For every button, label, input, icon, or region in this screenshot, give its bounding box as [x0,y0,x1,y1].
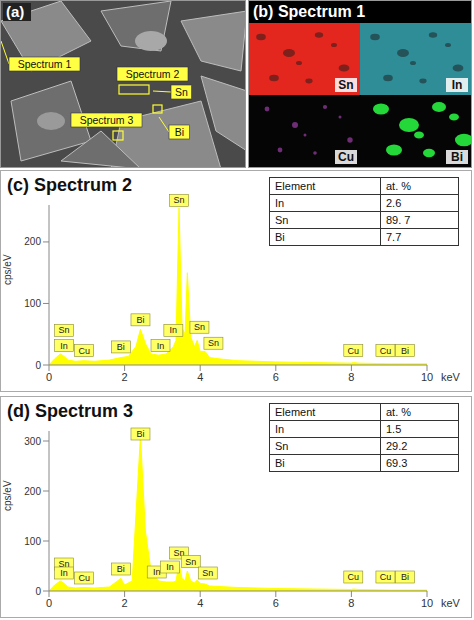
html-text:(d) Spectrum 3: (d) Spectrum 3 [7,401,133,421]
svg-text:8: 8 [348,371,354,383]
svg-text:Spectrum 1: Spectrum 1 [18,58,72,70]
svg-text:Cu: Cu [78,573,90,583]
html-text:Bi: Bi [275,457,285,469]
html-text:Bi: Bi [275,231,285,243]
svg-text:Bi: Bi [401,572,409,582]
svg-text:Bi: Bi [136,429,144,439]
svg-text:0: 0 [46,597,52,609]
svg-text:Sn: Sn [208,338,219,348]
html-text:89. 7: 89. 7 [386,214,411,226]
svg-text:In: In [60,341,68,351]
svg-text:6: 6 [273,597,279,609]
svg-text:0: 0 [35,586,41,597]
svg-text:Cu: Cu [78,346,90,356]
svg-text:200: 200 [24,486,41,497]
svg-text:Bi: Bi [136,315,144,325]
svg-text:Sn: Sn [59,325,70,335]
svg-text:6: 6 [273,371,279,383]
svg-text:keV: keV [441,597,461,609]
svg-text:300: 300 [24,436,41,447]
svg-text:Sn: Sn [173,548,185,558]
svg-text:Cu: Cu [380,572,392,582]
html-text:at. %: at. % [386,180,412,192]
svg-text:4: 4 [197,597,203,609]
svg-text:Sn: Sn [175,86,188,98]
html-text:1.5: 1.5 [386,423,402,435]
svg-text:Sn: Sn [202,568,213,578]
svg-text:cps/eV: cps/eV [2,254,13,285]
svg-text:In: In [166,562,174,572]
svg-text:keV: keV [441,371,461,383]
svg-text:In: In [170,325,178,335]
svg-text:2: 2 [122,371,128,383]
html-text:2.6: 2.6 [386,197,402,209]
svg-text:10: 10 [421,597,433,609]
html-text:Element: Element [275,180,316,192]
svg-text:Sn: Sn [338,78,353,92]
html-text:Sn: Sn [275,214,289,226]
html-text:In: In [275,197,285,209]
svg-text:Bi: Bi [175,126,184,138]
svg-text:cps/eV: cps/eV [2,480,13,511]
svg-text:2: 2 [122,597,128,609]
svg-text:0: 0 [46,371,52,383]
svg-text:0: 0 [35,360,41,371]
html-text:(c) Spectrum 2: (c) Spectrum 2 [7,175,133,195]
svg-text:4: 4 [197,371,203,383]
svg-text:8: 8 [348,597,354,609]
svg-text:In: In [452,78,463,92]
svg-text:Cu: Cu [348,346,360,356]
svg-text:Cu: Cu [348,572,360,582]
html-text:69.3: 69.3 [386,457,408,469]
svg-text:Cu: Cu [338,150,354,164]
html-text:at. %: at. % [386,406,412,418]
svg-text:In: In [60,568,68,578]
svg-text:In: In [153,567,161,577]
svg-text:Sn: Sn [58,559,70,569]
svg-text:Bi: Bi [451,150,463,164]
svg-text:Sn: Sn [174,195,185,205]
html-text:In: In [275,423,285,435]
svg-text:100: 100 [24,536,41,547]
svg-text:In: In [157,341,165,351]
html-text:Element: Element [275,406,316,418]
html-text:29.2: 29.2 [386,440,408,452]
svg-text:10: 10 [421,371,433,383]
svg-text:100: 100 [24,298,41,309]
svg-text:Sn: Sn [194,322,205,332]
svg-text:Cu: Cu [380,346,392,356]
html-text:(b) Spectrum 1: (b) Spectrum 1 [253,3,365,20]
svg-text:Bi: Bi [117,342,125,352]
svg-text:(a): (a) [6,3,24,20]
html-text:7.7: 7.7 [386,231,402,243]
svg-text:Sn: Sn [185,557,196,567]
svg-text:200: 200 [24,236,41,247]
svg-text:Spectrum 3: Spectrum 3 [80,114,134,126]
svg-text:Bi: Bi [117,564,125,574]
html-text:Sn: Sn [275,440,289,452]
svg-text:Spectrum 2: Spectrum 2 [126,68,180,80]
svg-text:Bi: Bi [401,346,409,356]
